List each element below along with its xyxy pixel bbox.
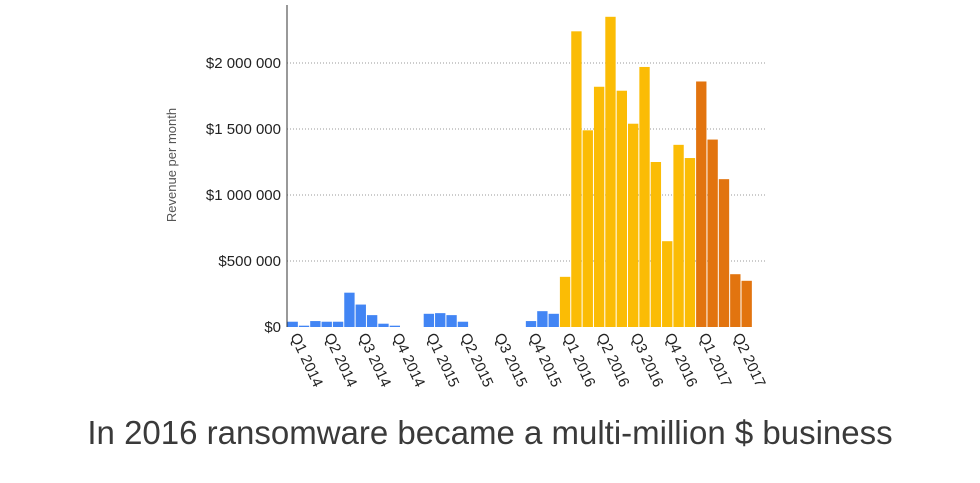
bar-2014-05 [332, 321, 344, 327]
bar-2014-03 [310, 321, 321, 327]
x-tick-label: Q2 2016 [593, 331, 633, 390]
bar-2014-07 [355, 304, 366, 327]
bar-2015-01 [423, 313, 435, 327]
x-tick-label: Q2 2014 [320, 331, 360, 390]
bar-2017-04 [730, 274, 741, 327]
bar-2016-12 [684, 158, 696, 327]
bar-2015-10 [525, 321, 537, 327]
bar-2016-06 [616, 90, 627, 327]
bar-2016-09 [650, 162, 662, 327]
bar-2015-03 [446, 315, 457, 327]
bar-2015-12 [548, 313, 559, 327]
bar-2014-01 [287, 321, 298, 327]
bar-2017-01 [696, 81, 707, 327]
bar-2017-03 [718, 179, 730, 327]
y-tick-label: $2 000 000 [206, 55, 281, 72]
bar-2014-09 [378, 323, 389, 327]
bars [287, 16, 752, 328]
y-axis-ticks: $0 $500 000 $1 000 000 $1 500 000 $2 000 000 [206, 55, 281, 336]
y-tick-label: $1 500 000 [206, 121, 281, 138]
bar-2017-05 [741, 280, 752, 327]
bar-2017-02 [707, 139, 718, 327]
chart-caption: In 2016 ransomware became a multi-millio… [87, 414, 893, 451]
bar-2016-07 [628, 123, 639, 327]
x-tick-label: Q1 2015 [423, 331, 463, 390]
y-tick-label: $500 000 [218, 253, 281, 270]
y-tick-label: $0 [264, 319, 281, 336]
x-tick-label: Q2 2015 [457, 331, 497, 390]
y-axis-label: Revenue per month [164, 108, 179, 222]
bar-2016-02 [571, 31, 582, 327]
bar-2015-02 [435, 313, 446, 327]
x-tick-label: Q4 2015 [525, 331, 565, 390]
bar-2016-08 [639, 66, 650, 328]
bar-2014-08 [366, 315, 378, 327]
bar-2016-03 [582, 130, 593, 327]
bar-2015-11 [537, 311, 548, 327]
bar-2015-04 [457, 321, 469, 327]
bar-2014-06 [344, 292, 355, 327]
bar-2016-10 [662, 241, 673, 327]
revenue-bar-chart: $0 $500 000 $1 000 000 $1 500 000 $2 000 000… [164, 5, 769, 390]
bar-2014-04 [321, 321, 332, 327]
bar-2016-05 [605, 16, 616, 328]
bar-2016-11 [673, 144, 684, 327]
x-tick-label: Q1 2017 [695, 331, 735, 390]
bar-2016-04 [593, 86, 605, 327]
y-tick-label: $1 000 000 [206, 187, 281, 204]
bar-2014-02 [298, 325, 310, 327]
bar-2016-01 [559, 276, 571, 327]
x-tick-label: Q1 2014 [286, 331, 326, 390]
bar-2014-10 [389, 325, 400, 327]
